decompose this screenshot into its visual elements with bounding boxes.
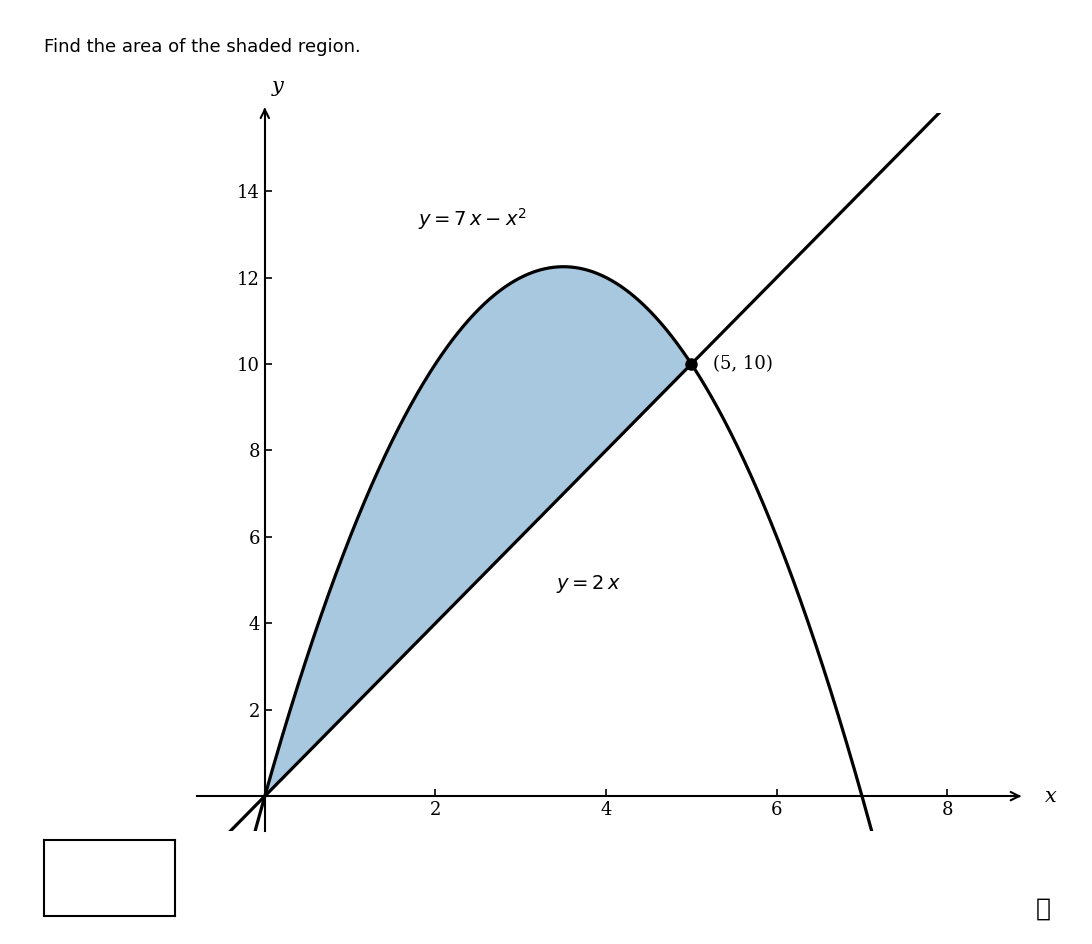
Text: $y = 7\,x - x^2$: $y = 7\,x - x^2$ bbox=[418, 206, 527, 232]
Text: (5, 10): (5, 10) bbox=[713, 355, 772, 373]
Text: $y = 2\,x$: $y = 2\,x$ bbox=[557, 573, 621, 595]
Text: x: x bbox=[1045, 786, 1057, 805]
Text: Find the area of the shaded region.: Find the area of the shaded region. bbox=[44, 38, 360, 56]
Text: y: y bbox=[272, 77, 284, 96]
Text: ⓘ: ⓘ bbox=[1035, 896, 1051, 920]
